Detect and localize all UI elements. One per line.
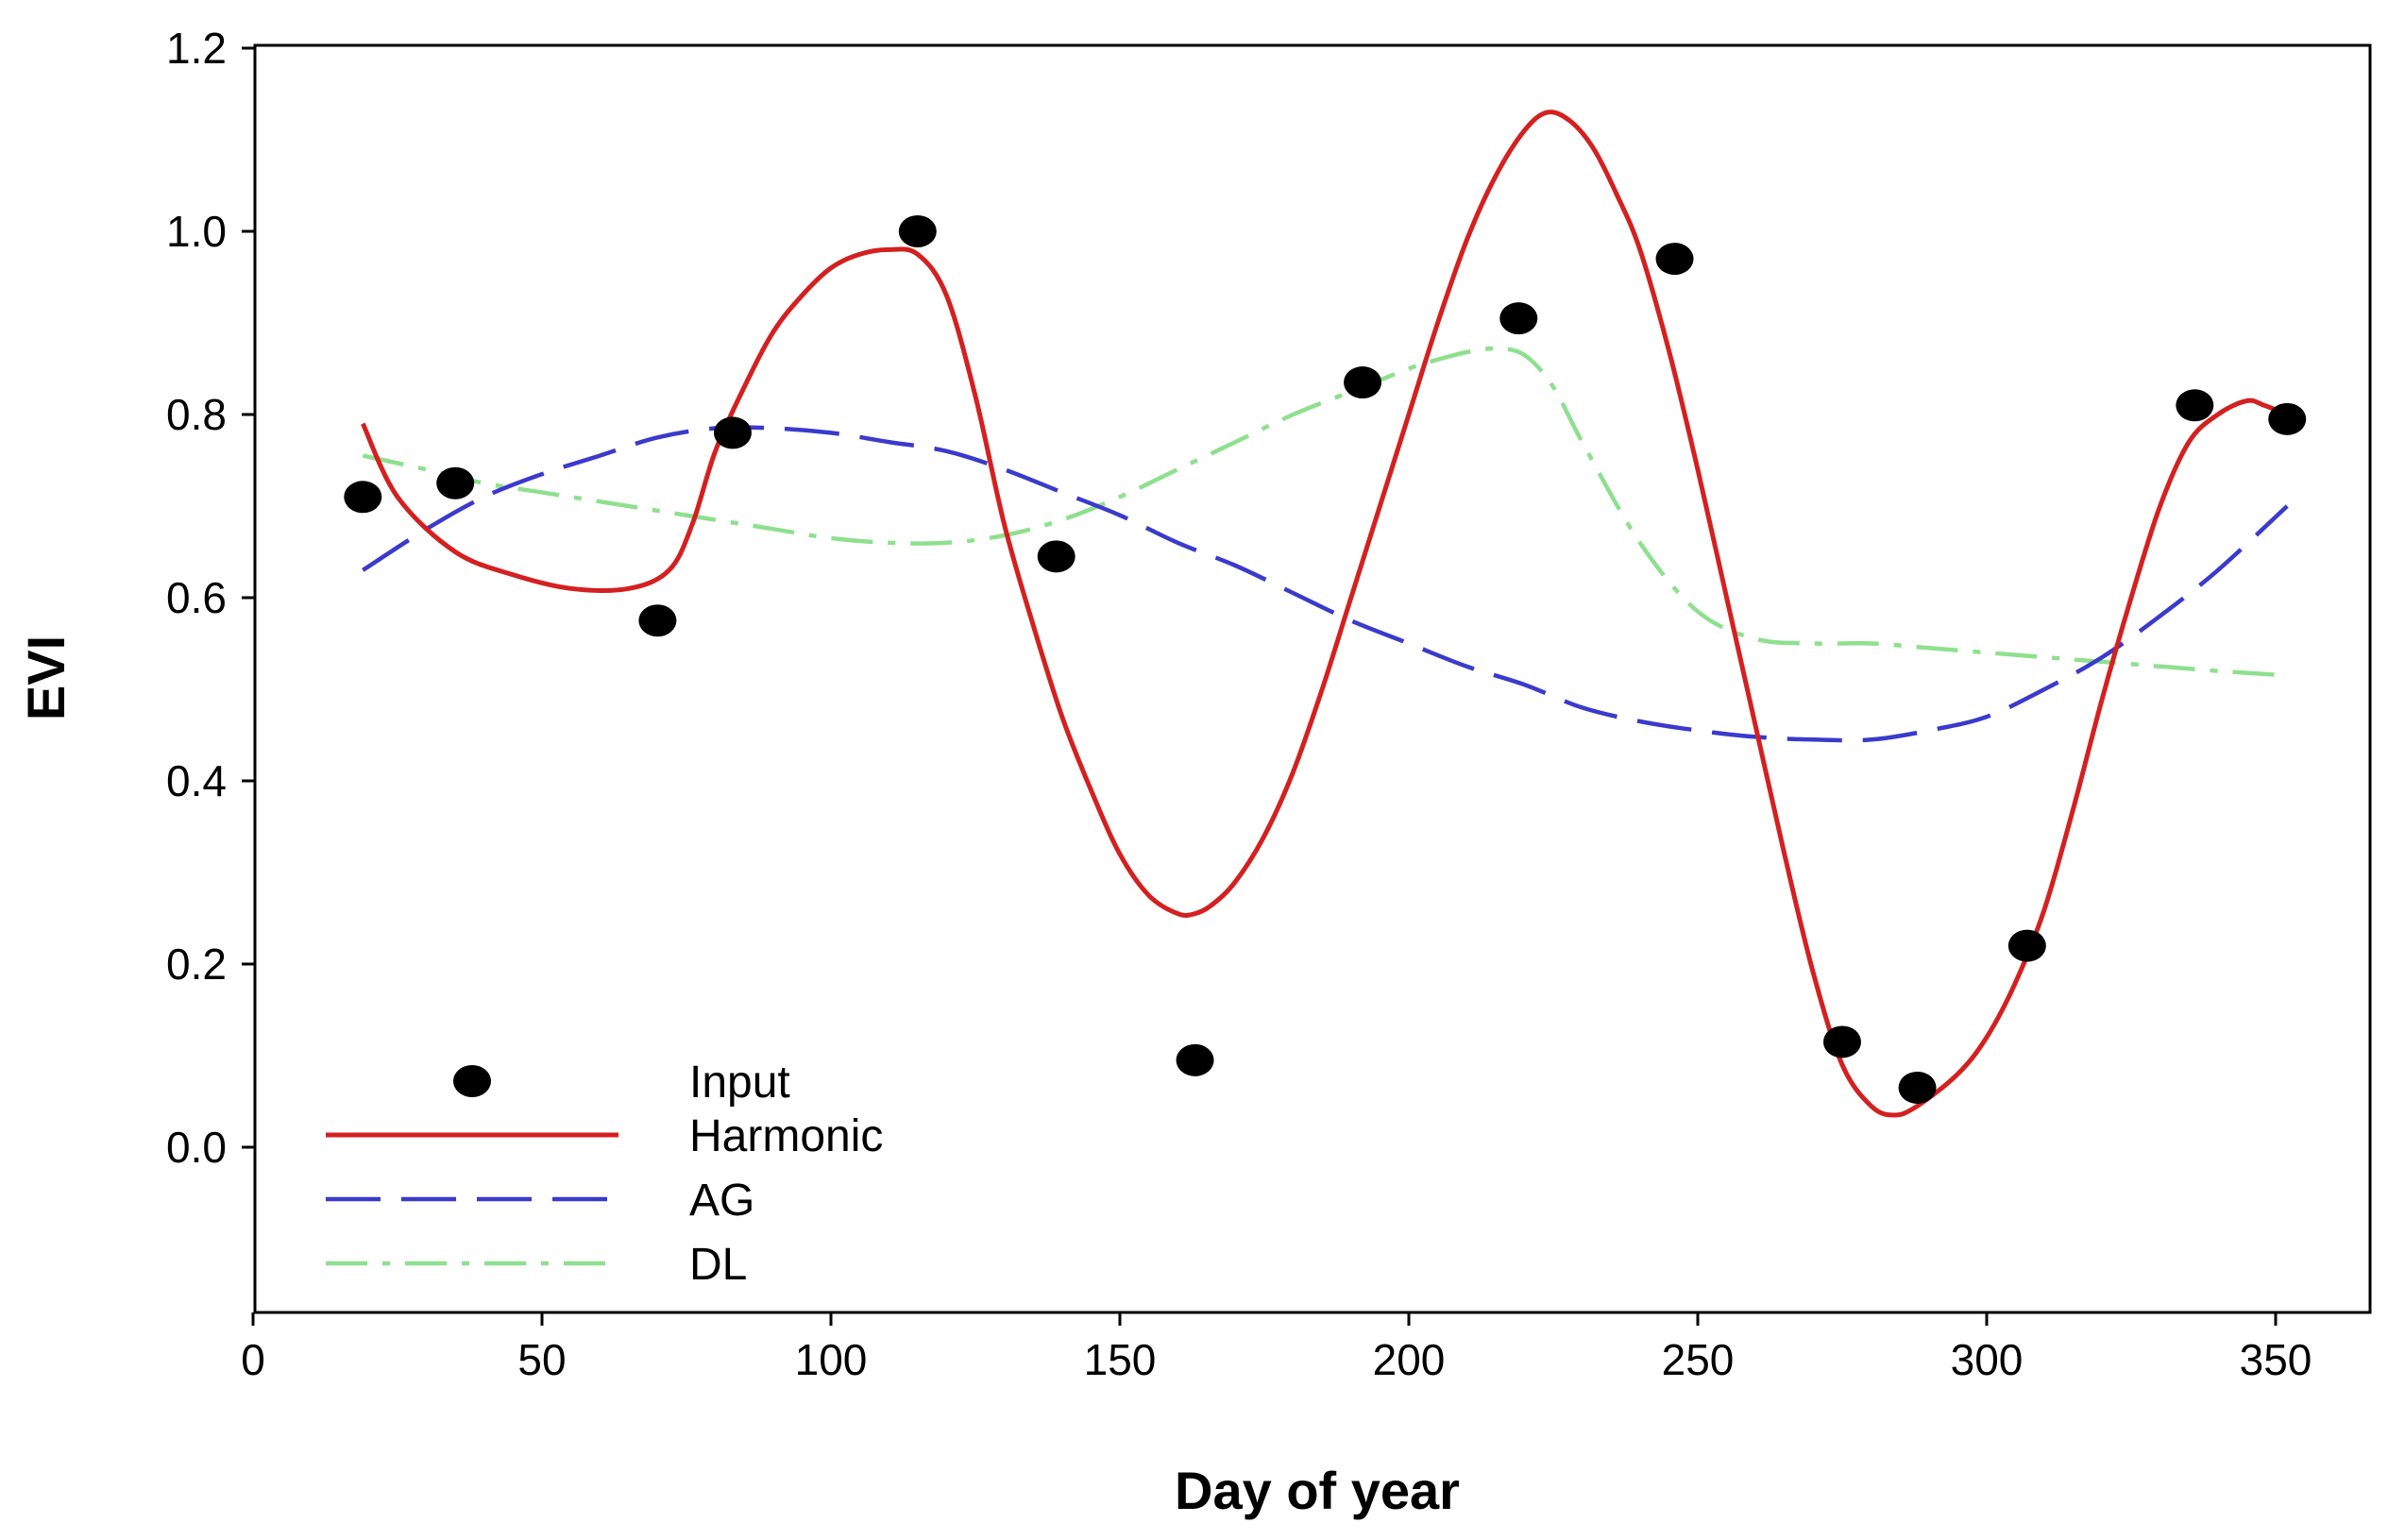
x-tick-label: 0 (241, 1335, 265, 1384)
series-line-harmonic (361, 110, 2289, 1118)
input-point (2176, 389, 2214, 422)
y-tick-label: 0.6 (166, 573, 227, 622)
x-tick-label: 200 (1373, 1335, 1446, 1384)
x-axis-title: Day of year (1175, 1461, 1460, 1520)
input-point (1823, 1025, 1861, 1058)
input-point (436, 466, 475, 499)
y-tick-label: 0.2 (166, 939, 227, 989)
y-tick-label: 1.2 (166, 24, 227, 73)
input-point (1037, 540, 1075, 573)
input-point (1499, 302, 1538, 335)
y-tick-label: 1.0 (166, 207, 227, 256)
x-tick-label: 150 (1084, 1335, 1157, 1384)
legend-label-harmonic: Harmonic (689, 1111, 883, 1161)
x-tick-label: 350 (2240, 1335, 2312, 1384)
y-tick-label: 0.8 (166, 390, 227, 439)
legend-label-dl: DL (689, 1240, 747, 1290)
legend-marker-input (453, 1065, 491, 1097)
y-tick-label: 0.0 (166, 1123, 227, 1172)
x-tick-label: 250 (1662, 1335, 1735, 1384)
plot-frame (253, 43, 2372, 1314)
input-point (713, 416, 752, 449)
input-point (1898, 1071, 1937, 1104)
x-tick-label: 50 (517, 1335, 566, 1384)
input-point (344, 481, 382, 514)
input-point (1176, 1043, 1214, 1076)
input-point (2007, 929, 2046, 962)
y-tick-label: 0.4 (166, 756, 227, 805)
y-axis-title: EVI (16, 635, 76, 720)
input-point (898, 215, 937, 247)
x-tick-label: 300 (1951, 1335, 2024, 1384)
plot-border (253, 43, 2372, 1314)
legend-label-input: Input (689, 1058, 790, 1108)
input-point (2268, 402, 2307, 435)
input-point (1344, 366, 1382, 399)
series-line-ag (362, 425, 2289, 743)
input-points-layer (344, 215, 2307, 1104)
y-axis: 0.0 0.2 0.4 0.6 0.8 1.0 1.2 (166, 24, 255, 1172)
input-point (638, 604, 677, 637)
legend-label-ag: AG (689, 1176, 754, 1226)
x-axis: 0 50 100 150 200 250 300 350 (241, 1312, 2312, 1384)
input-point (1655, 243, 1694, 276)
series-layer (361, 110, 2289, 1118)
x-tick-label: 100 (795, 1335, 868, 1384)
series-line-dl (362, 346, 2288, 678)
